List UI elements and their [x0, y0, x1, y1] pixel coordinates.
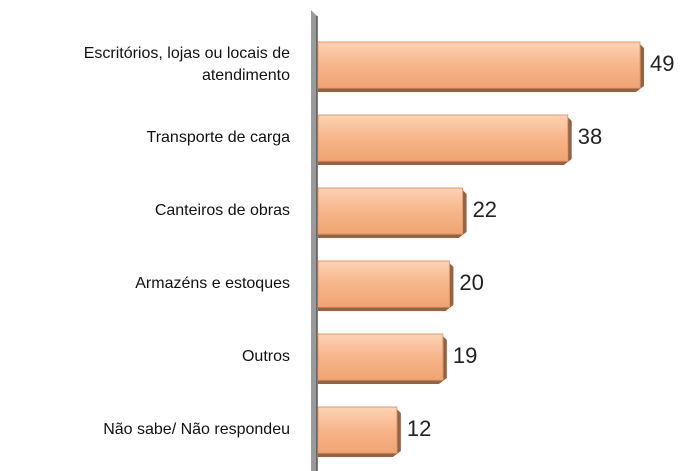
value-label: 12 [407, 416, 431, 441]
category-label: Transporte de carga [146, 129, 290, 146]
bar [317, 333, 444, 381]
category-label: Canteiros de obras [154, 202, 290, 219]
category-label: Armazéns e estoques [135, 275, 290, 292]
bar [317, 41, 641, 89]
bar [317, 406, 398, 454]
bar [317, 114, 569, 162]
category-label: Não sabe/ Não respondeu [103, 421, 290, 438]
value-label: 19 [453, 343, 477, 368]
axis-wall [311, 10, 317, 471]
bar [317, 260, 450, 308]
value-label: 22 [473, 197, 497, 222]
category-label: Escritórios, lojas ou locais de atendime… [83, 45, 290, 84]
bar [317, 187, 464, 235]
value-label: 49 [650, 51, 674, 76]
category-label: Outros [241, 348, 290, 365]
value-label: 20 [459, 270, 483, 295]
value-label: 38 [578, 124, 602, 149]
